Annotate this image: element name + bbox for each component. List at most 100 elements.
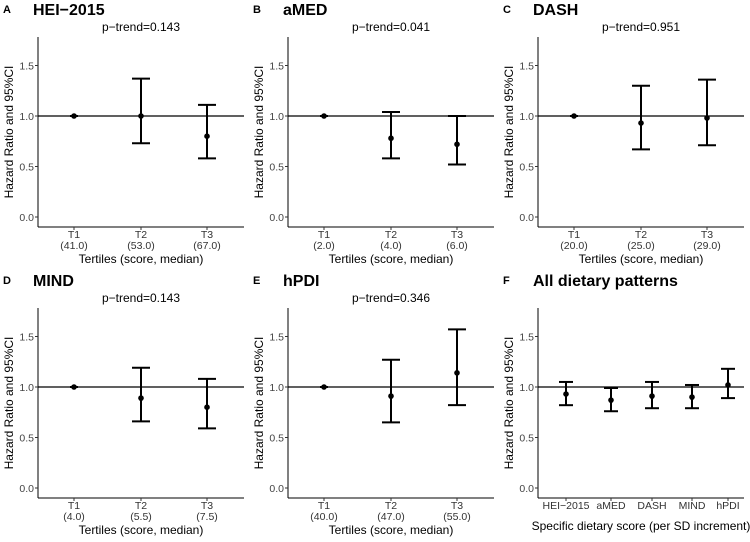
x-tick-label: aMED: [596, 500, 626, 512]
x-tick-label: T1: [318, 500, 330, 512]
y-axis-label: Hazard Ratio and 95%CI: [252, 66, 266, 199]
y-tick-label: 1.5: [519, 61, 534, 73]
data-point: [204, 133, 210, 139]
y-tick-label: 0.5: [269, 433, 284, 445]
y-tick-label: 1.0: [269, 111, 284, 123]
y-axis-label: Hazard Ratio and 95%CI: [502, 66, 516, 199]
panel-letter: D: [3, 275, 11, 287]
data-point: [563, 391, 569, 397]
panel-title: MIND: [33, 273, 74, 290]
data-point: [638, 120, 644, 126]
data-point: [704, 115, 710, 121]
panel-f: F All dietary patterns 0.0 0.5 1.0 1.5Hazard …: [502, 273, 750, 533]
y-tick-label: 0.0: [269, 483, 284, 495]
data-point: [71, 384, 77, 390]
y-tick-label: 0.0: [269, 212, 284, 224]
y-tick-label: 1.5: [269, 332, 284, 344]
panel-title: All dietary patterns: [533, 273, 678, 290]
x-tick-sublabel: (4.0): [380, 240, 402, 252]
x-tick-label: hPDI: [716, 500, 739, 512]
x-tick-label: MIND: [679, 500, 706, 512]
data-point: [689, 394, 695, 400]
x-tick-sublabel: (5.5): [130, 511, 152, 523]
panel-title: aMED: [283, 2, 327, 19]
panel-title: HEI−2015: [33, 2, 105, 19]
y-tick-label: 0.5: [519, 433, 534, 445]
p-trend-label: p−trend=0.143: [102, 20, 180, 34]
y-tick-label: 1.5: [19, 332, 34, 344]
data-point: [649, 393, 655, 399]
x-axis-label: Tertiles (score, median): [329, 252, 454, 266]
x-tick-label: T1: [568, 229, 580, 241]
y-axis-label: Hazard Ratio and 95%CI: [2, 337, 16, 470]
x-tick-sublabel: (67.0): [193, 240, 220, 252]
panel-title: hPDI: [283, 273, 319, 290]
x-tick-sublabel: (7.5): [196, 511, 218, 523]
x-tick-label: T3: [451, 500, 463, 512]
data-point: [454, 370, 460, 376]
y-tick-label: 1.0: [19, 111, 34, 123]
data-point: [321, 384, 327, 390]
x-tick-sublabel: (2.0): [313, 240, 335, 252]
panel-letter: B: [253, 4, 261, 16]
x-tick-sublabel: (29.0): [693, 240, 720, 252]
x-axis-label: Tertiles (score, median): [579, 252, 704, 266]
x-axis-label: Tertiles (score, median): [79, 252, 204, 266]
p-trend-label: p−trend=0.951: [602, 20, 680, 34]
y-axis-label: Hazard Ratio and 95%CI: [502, 337, 516, 470]
x-tick-sublabel: (53.0): [127, 240, 154, 252]
y-tick-label: 1.0: [269, 382, 284, 394]
data-point: [388, 393, 394, 399]
y-tick-label: 0.5: [269, 162, 284, 174]
x-axis-label: Tertiles (score, median): [329, 523, 454, 537]
x-tick-label: T3: [701, 229, 713, 241]
x-tick-label: T3: [201, 229, 213, 241]
x-tick-sublabel: (20.0): [560, 240, 587, 252]
x-tick-sublabel: (40.0): [310, 511, 337, 523]
x-tick-label: T2: [135, 500, 147, 512]
y-axis-label: Hazard Ratio and 95%CI: [2, 66, 16, 199]
x-tick-label: T2: [385, 229, 397, 241]
x-tick-label: HEI−2015: [543, 500, 590, 512]
y-tick-label: 0.5: [519, 162, 534, 174]
panel-title: DASH: [533, 2, 578, 19]
x-tick-sublabel: (55.0): [443, 511, 470, 523]
y-tick-label: 1.0: [19, 382, 34, 394]
data-point: [321, 113, 327, 119]
x-tick-label: T3: [201, 500, 213, 512]
panel-letter: A: [3, 4, 11, 16]
y-tick-label: 0.0: [19, 483, 34, 495]
data-point: [454, 141, 460, 148]
y-tick-label: 0.0: [519, 483, 534, 495]
x-axis-label: Specific dietary score (per SD increment…: [532, 519, 750, 533]
data-point: [204, 404, 210, 410]
y-axis-label: Hazard Ratio and 95%CI: [252, 337, 266, 470]
panel-letter: E: [253, 275, 260, 287]
x-tick-label: T3: [451, 229, 463, 241]
y-tick-label: 1.5: [19, 61, 34, 73]
y-tick-label: 0.5: [19, 162, 34, 174]
data-point: [725, 382, 731, 388]
x-tick-label: T1: [68, 500, 80, 512]
x-tick-label: T1: [68, 229, 80, 241]
x-tick-sublabel: (47.0): [377, 511, 404, 523]
x-tick-label: DASH: [637, 500, 666, 512]
x-tick-sublabel: (41.0): [60, 240, 87, 252]
y-tick-label: 0.0: [519, 212, 534, 224]
x-tick-label: T2: [135, 229, 147, 241]
y-tick-label: 1.5: [269, 61, 284, 73]
x-tick-sublabel: (25.0): [627, 240, 654, 252]
data-point: [138, 395, 144, 401]
p-trend-label: p−trend=0.143: [102, 291, 180, 305]
p-trend-label: p−trend=0.346: [352, 291, 430, 305]
x-tick-sublabel: (4.0): [63, 511, 85, 523]
data-point: [138, 113, 144, 119]
y-tick-label: 1.0: [519, 382, 534, 394]
panel-letter: F: [503, 275, 510, 287]
panel-letter: C: [503, 4, 511, 16]
x-tick-label: T2: [635, 229, 647, 241]
